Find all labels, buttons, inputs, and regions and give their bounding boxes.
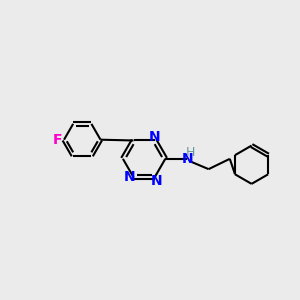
- Text: F: F: [52, 133, 62, 147]
- Text: N: N: [182, 152, 193, 166]
- Text: N: N: [150, 174, 162, 188]
- Text: N: N: [124, 170, 136, 184]
- Text: H: H: [186, 146, 196, 159]
- Text: N: N: [149, 130, 161, 144]
